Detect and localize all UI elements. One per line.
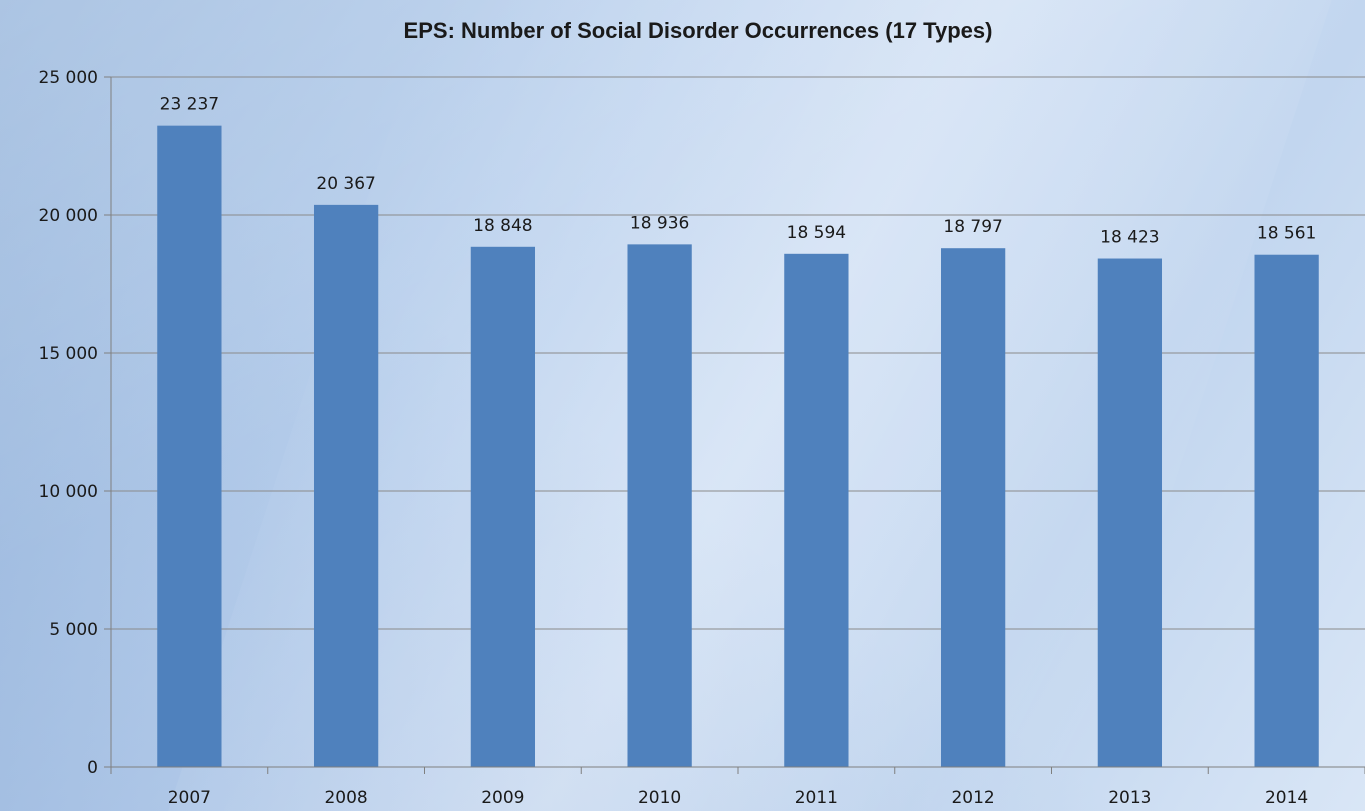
chart-title: EPS: Number of Social Disorder Occurrenc… xyxy=(404,18,993,43)
data-labels: 23 237 20 367 18 848 18 936 18 594 18 797 18 4… xyxy=(160,95,1317,248)
y-tick-label: 0 xyxy=(87,758,98,778)
data-label-2008: 20 367 xyxy=(316,174,375,194)
bar-2013 xyxy=(1097,258,1163,767)
bar-2010 xyxy=(627,244,692,767)
bar-2012 xyxy=(940,248,1006,767)
y-tick-label: 5 000 xyxy=(49,620,98,640)
bar-2011 xyxy=(784,253,849,767)
x-tick-label-2013: 2013 xyxy=(1108,788,1151,808)
y-tick-label: 20 000 xyxy=(39,206,98,226)
data-label-2013: 18 423 xyxy=(1100,228,1159,248)
bar-2007 xyxy=(157,125,222,767)
x-tick-label-2009: 2009 xyxy=(481,788,524,808)
x-tick-label-2010: 2010 xyxy=(638,788,681,808)
data-label-2007: 23 237 xyxy=(160,95,219,115)
x-tick-label-2008: 2008 xyxy=(324,788,367,808)
y-tick-label: 15 000 xyxy=(39,344,98,364)
x-tick-label-2007: 2007 xyxy=(168,788,211,808)
gridlines xyxy=(111,76,1365,630)
x-tick-label-2014: 2014 xyxy=(1265,788,1308,808)
data-label-2010: 18 936 xyxy=(630,213,689,233)
data-label-2009: 18 848 xyxy=(473,216,532,236)
bar-2008 xyxy=(313,204,379,768)
data-label-2012: 18 797 xyxy=(943,217,1002,237)
axes: 0 5 000 10 000 15 000 20 000 25 000 2007 2008 20… xyxy=(39,68,1365,808)
y-tick-label: 25 000 xyxy=(39,68,98,88)
bar-2014 xyxy=(1254,254,1319,767)
y-tick-label: 10 000 xyxy=(39,482,98,502)
x-tick-label-2011: 2011 xyxy=(795,788,838,808)
data-label-2014: 18 561 xyxy=(1257,224,1316,244)
data-label-2011: 18 594 xyxy=(787,223,846,243)
bars xyxy=(157,125,1319,768)
x-tick-label-2012: 2012 xyxy=(951,788,994,808)
bar-2009 xyxy=(470,246,536,768)
